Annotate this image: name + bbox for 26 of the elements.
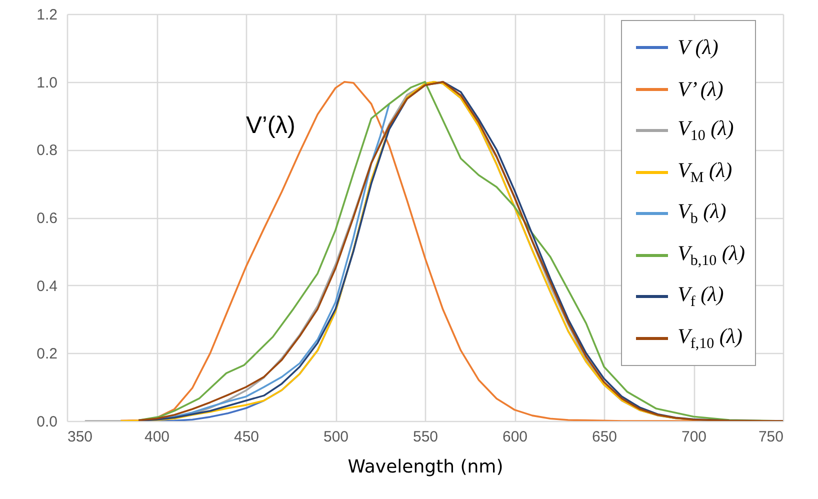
x-tick-label: 750 (758, 428, 784, 446)
legend-label: V$_{f}$ (λ) (678, 282, 724, 312)
annotation: V’(λ) (246, 112, 296, 140)
y-tick-label: 0.8 (36, 142, 58, 160)
x-tick-label: 550 (412, 428, 438, 446)
x-tick-label: 650 (592, 428, 618, 446)
y-tick-label: 0.6 (36, 210, 58, 227)
legend-label: V$_{b}$ (λ) (678, 199, 726, 228)
x-tick-label: 350 (68, 428, 93, 446)
x-tick-label: 400 (144, 428, 170, 446)
x-tick-label: 700 (681, 428, 707, 446)
y-tick-label: 0.2 (36, 346, 58, 363)
y-tick-label: 0.4 (36, 278, 58, 295)
legend-label: V$_{f,10}$ (λ) (678, 324, 742, 353)
legend-label: V$_{b,10}$ (λ) (678, 240, 745, 270)
legend-label: V$_{10}$ (λ) (678, 116, 734, 146)
y-tick-label: 1.2 (36, 6, 58, 24)
x-tick-label: 600 (502, 428, 528, 446)
x-axis-title: Wavelength (nm) (348, 456, 504, 478)
x-tick-label: 450 (234, 428, 260, 446)
y-tick-label: 1.0 (36, 74, 58, 92)
legend-label: V’ (λ) (678, 76, 724, 102)
x-tick-label: 500 (323, 428, 349, 446)
legend-label: V (λ) (678, 35, 718, 60)
legend-label: V$_{M}$ (λ) (678, 158, 732, 187)
y-tick-label: 0.0 (36, 414, 58, 430)
